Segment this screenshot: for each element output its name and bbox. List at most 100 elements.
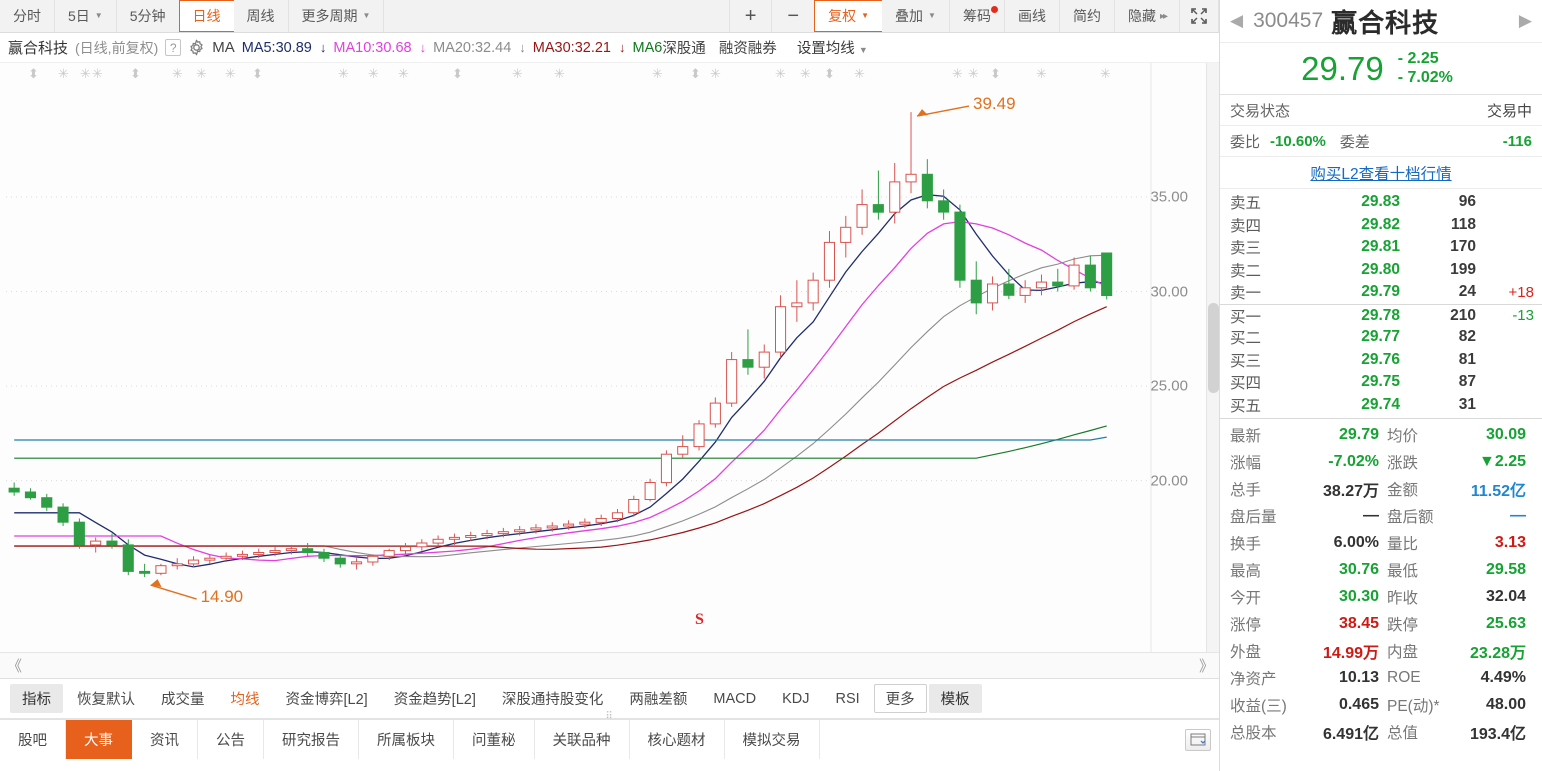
panel-toggle-icon[interactable] [1185, 728, 1211, 751]
stock-name: 赢合科技 [1331, 7, 1440, 38]
indicator-tabbar: 指标 恢复默认 成交量 均线 资金博弈[L2] 资金趋势[L2] 深股通持股变化 两融差额 MA… [0, 679, 1219, 722]
ask-row-2[interactable]: 卖三 29.81 170 [1220, 236, 1542, 259]
stat-label-left: 外盘 [1230, 643, 1262, 661]
bid-volume: 210 [1450, 306, 1476, 324]
indicator-tab-6[interactable]: 深股通持股变化 [490, 684, 616, 713]
stat-value-left: 30.76 [1338, 560, 1379, 578]
indicator-tab-7[interactable]: 两融差额 [617, 684, 699, 713]
indicator-tab-label: MACD [713, 690, 757, 707]
weibi-value: -10.60% [1270, 132, 1326, 150]
indicator-tab-8[interactable]: MACD [701, 687, 768, 711]
vertical-scroll-thumb[interactable] [1208, 303, 1219, 393]
bottom-tab-0[interactable]: 股吧 [0, 720, 66, 759]
stat-row-6: 今开 30.30 昨收 32.04 [1220, 583, 1542, 610]
tool-button-2[interactable]: 筹码 [949, 0, 1005, 32]
bid-volume: 82 [1458, 328, 1476, 346]
bid-label: 买三 [1230, 352, 1262, 370]
bottom-tab-8[interactable]: 核心题材 [630, 720, 725, 759]
chart-canvas[interactable] [0, 63, 1219, 653]
indicator-tab-4[interactable]: 资金博弈[L2] [274, 684, 380, 713]
scroll-left-button[interactable]: 《 [7, 658, 22, 675]
tool-button-1[interactable]: 叠加 ▼ [882, 0, 950, 32]
stat-label-left: 涨幅 [1230, 454, 1262, 472]
bottom-tab-2[interactable]: 资讯 [132, 720, 198, 759]
indicator-tab-label: 资金趋势[L2] [393, 692, 476, 708]
bid-row-4[interactable]: 买五 29.74 31 [1220, 394, 1542, 417]
tool-button-4[interactable]: 简约 [1059, 0, 1115, 32]
bottom-tab-3[interactable]: 公告 [198, 720, 264, 759]
period-button-1[interactable]: 5日 ▼ [55, 0, 117, 32]
stat-label-left: 总股本 [1230, 724, 1277, 742]
tool-button-3[interactable]: 画线 [1004, 0, 1060, 32]
zoom-out-button[interactable]: − [772, 0, 816, 32]
stat-value-left: 10.13 [1338, 668, 1379, 686]
bottom-tab-label: 核心题材 [647, 733, 706, 749]
ma-settings-button[interactable]: 设置均线 ▼ [792, 35, 873, 60]
bottom-tab-6[interactable]: 问董秘 [454, 720, 535, 759]
gear-icon[interactable] [188, 39, 205, 56]
bid-label: 买二 [1230, 330, 1262, 348]
bid-row-2[interactable]: 买三 29.76 81 [1220, 349, 1542, 372]
period-button-4[interactable]: 周线 [233, 0, 289, 32]
bid-label: 买一 [1230, 308, 1262, 326]
indicator-tab-9[interactable]: KDJ [770, 687, 821, 711]
zoom-in-button[interactable]: + [729, 0, 773, 32]
bottom-tab-1[interactable]: 大事 [66, 720, 132, 759]
next-stock-button[interactable]: ▶ [1518, 11, 1532, 30]
stat-row-9: 净资产 10.13 ROE 4.49% [1220, 664, 1542, 691]
bottom-tab-4[interactable]: 研究报告 [264, 720, 359, 759]
bottom-tab-9[interactable]: 模拟交易 [725, 720, 820, 759]
stat-row-1: 涨幅 -7.02% 涨跌 ▼2.25 [1220, 448, 1542, 475]
prev-stock-button[interactable]: ◀ [1230, 11, 1244, 30]
indicator-tab-3[interactable]: 均线 [219, 684, 272, 713]
tool-button-5[interactable]: 隐藏 ▸▸ [1114, 0, 1180, 32]
stat-label-left: 最高 [1230, 562, 1262, 580]
help-icon[interactable]: ? [165, 39, 182, 56]
price-chart[interactable]: ⬍ ✳ ✳ ✳ ⬍ ✳ ✳ ✳ ⬍ ✳ ✳ ✳ ⬍ ✳ ✳ ✳ ⬍ ✳ ✳ ✳ ⬍ ✳ ✳ ✳ ⬍ ✳ ✳ 35.00 30.00 25… [0, 63, 1219, 653]
bottom-tab-7[interactable]: 关联品种 [535, 720, 630, 759]
buy-l2-link[interactable]: 购买L2查看十档行情 [1310, 165, 1452, 183]
resize-grip[interactable]: ⣿ [605, 711, 614, 722]
stat-value-right: — [1510, 506, 1526, 524]
trade-status-value: 交易中 [1486, 102, 1532, 120]
stat-label-right: PE(动)* [1387, 697, 1440, 715]
bottom-tab-label: 关联品种 [552, 733, 611, 749]
period-button-5[interactable]: 更多周期 ▼ [288, 0, 385, 32]
ask-label: 卖四 [1230, 217, 1262, 235]
scroll-right-button[interactable]: 》 [1198, 658, 1214, 675]
indicator-tab-5[interactable]: 资金趋势[L2] [382, 684, 488, 713]
stat-value-left: — [1363, 506, 1379, 524]
chart-hscroll[interactable]: 《 》 [0, 653, 1219, 679]
tool-button-0[interactable]: 复权 ▼ [814, 0, 884, 32]
ask-volume: 118 [1450, 215, 1476, 233]
margin-trading-link[interactable]: 融资融券 [718, 41, 777, 57]
stat-value-left: 29.79 [1338, 425, 1379, 443]
ask-row-4[interactable]: 卖一 29.79 24 +18 [1220, 281, 1542, 304]
indicator-tab-10[interactable]: RSI [823, 687, 871, 711]
indicator-tab-0[interactable]: 指标 [10, 684, 63, 713]
stat-label-right: 涨跌 [1387, 454, 1419, 472]
indicator-tab-label: 资金博弈[L2] [285, 692, 368, 708]
indicator-tab-12[interactable]: 模板 [928, 684, 982, 713]
low-annotation: 14.90 [200, 587, 244, 607]
ask-row-0[interactable]: 卖五 29.83 96 [1220, 191, 1542, 214]
indicator-tab-11[interactable]: 更多 [873, 684, 927, 713]
period-button-0[interactable]: 分时 [0, 0, 55, 32]
bid-row-0[interactable]: 买一 29.78 210 -13 [1220, 303, 1542, 327]
shenguotong-link[interactable]: 深股通 [662, 41, 706, 57]
ask-row-1[interactable]: 卖四 29.82 118 [1220, 214, 1542, 237]
bid-row-3[interactable]: 买四 29.75 87 [1220, 371, 1542, 394]
ask-row-3[interactable]: 卖二 29.80 199 [1220, 259, 1542, 282]
indicator-tab-2[interactable]: 成交量 [149, 684, 217, 713]
fullscreen-button[interactable] [1180, 0, 1219, 32]
indicator-tab-1[interactable]: 恢复默认 [65, 684, 147, 713]
bottom-tab-label: 大事 [84, 733, 113, 749]
vertical-scrollbar[interactable] [1206, 63, 1219, 652]
stat-value-right: 32.04 [1485, 587, 1526, 605]
bid-row-1[interactable]: 买二 29.77 82 [1220, 326, 1542, 349]
period-button-2[interactable]: 5分钟 [116, 0, 180, 32]
price-block: 29.79 - 2.25 - 7.02% [1220, 43, 1542, 95]
bottom-tab-5[interactable]: 所属板块 [359, 720, 454, 759]
bid-volume: 87 [1458, 373, 1476, 391]
period-button-3[interactable]: 日线 [178, 0, 235, 32]
